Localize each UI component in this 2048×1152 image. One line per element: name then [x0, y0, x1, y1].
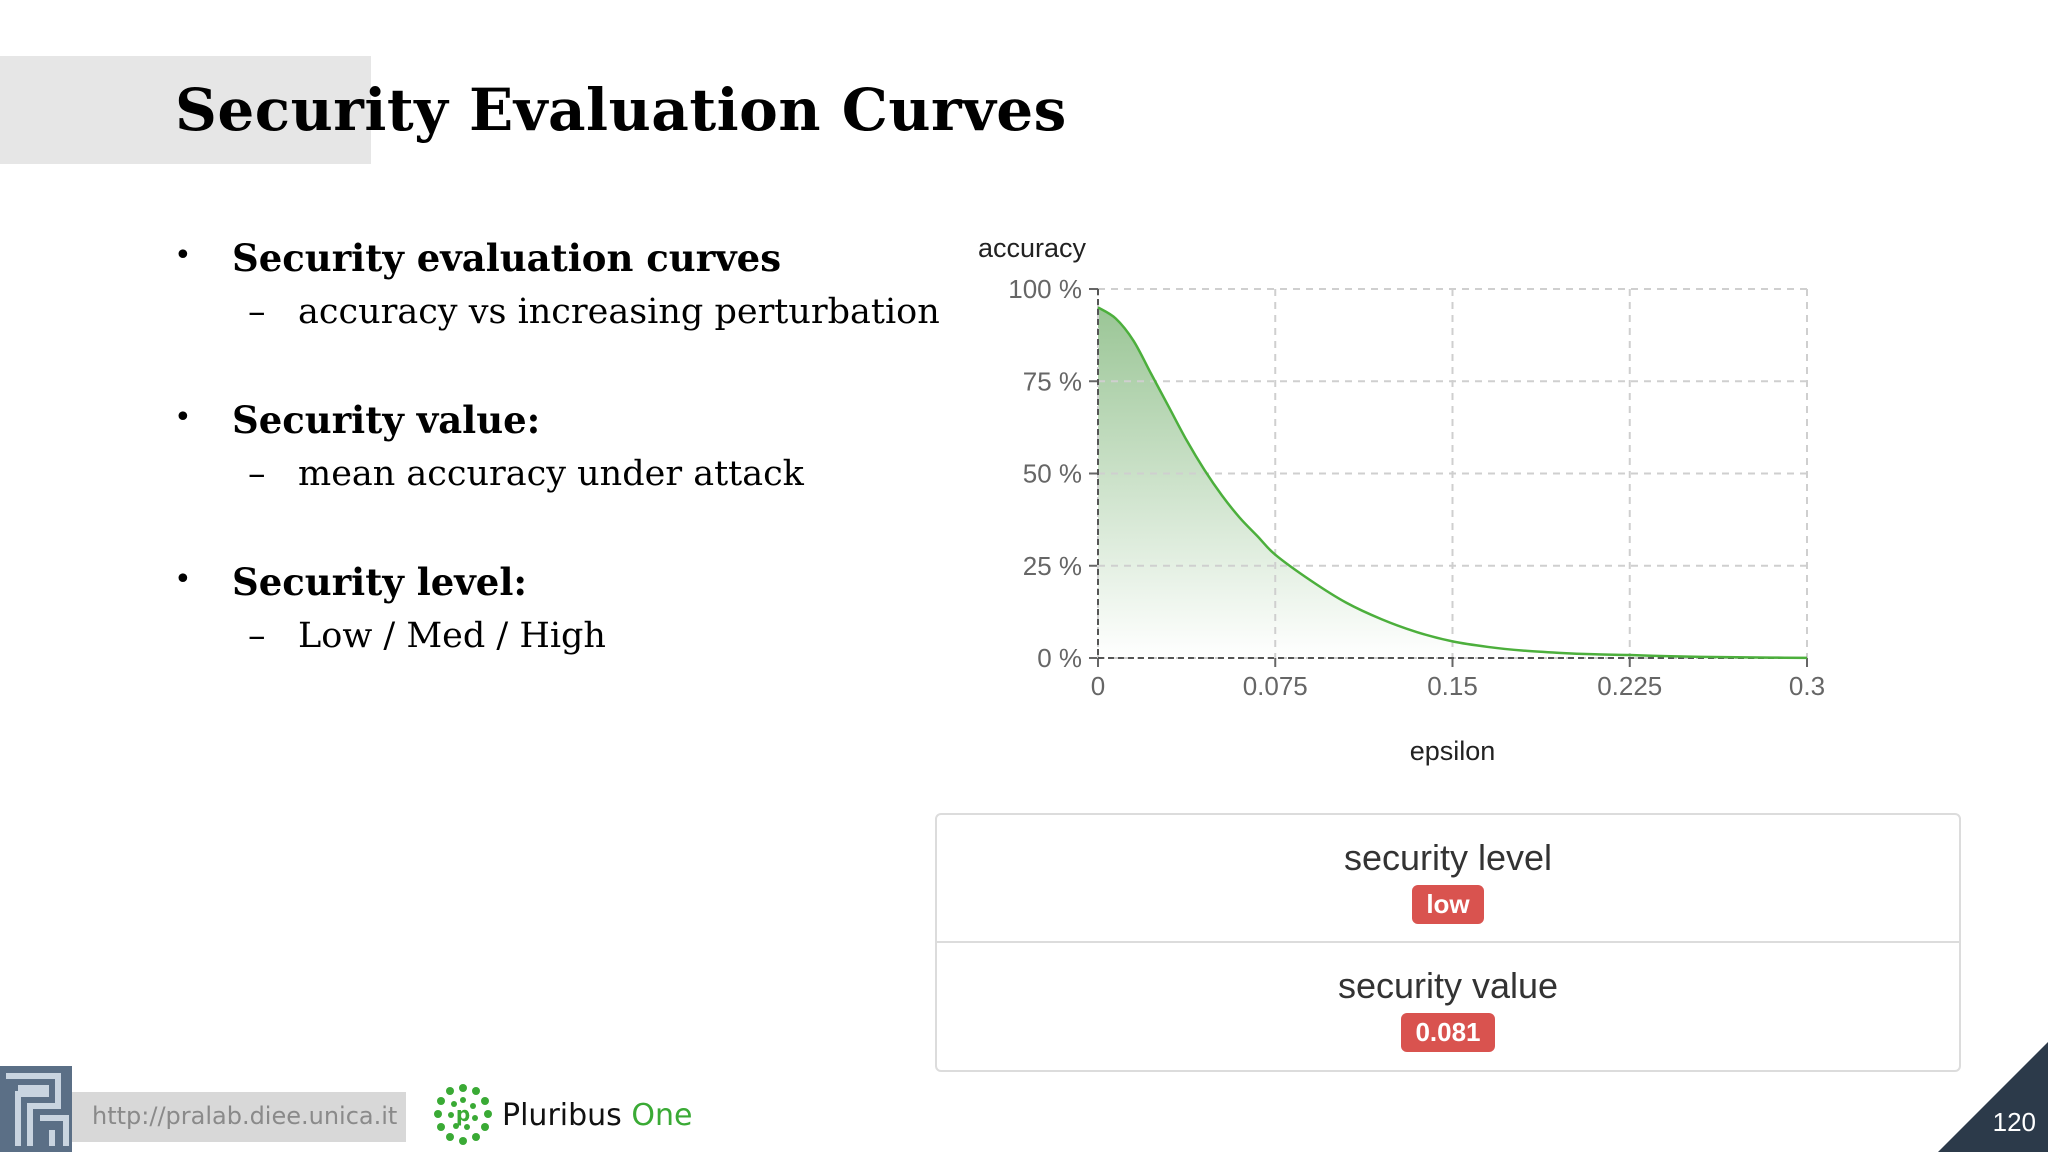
pralab-logo [0, 1066, 72, 1152]
brand-name: Pluribus [502, 1098, 622, 1133]
sub-text: mean accuracy under attack [298, 454, 804, 494]
bullet-marker: • [174, 562, 192, 597]
security-panel: security level low security value 0.081 [935, 813, 1961, 1072]
sub-item: – accuracy vs increasing perturbation [170, 284, 950, 340]
bullet-label: Security evaluation curves [232, 236, 782, 280]
pluribus-one-brand: Pluribus One [502, 1098, 692, 1133]
security-level-label: security level [1343, 837, 1553, 878]
footer-url: http://pralab.diee.unica.it [92, 1102, 398, 1130]
bullet-label: Security level: [232, 560, 528, 604]
x-tick-label: 0 [1091, 671, 1105, 701]
accuracy-series-line [1097, 306, 1808, 660]
sub-marker: – [248, 292, 266, 332]
security-level-row: security level low [937, 815, 1959, 943]
bullet-label: Security value: [232, 398, 541, 442]
security-level-badge: low [1412, 885, 1484, 924]
slide-title: Security Evaluation Curves [175, 76, 1067, 144]
bullet-item: • Security value: – mean accuracy under a… [170, 394, 950, 502]
accuracy-area-fill [1098, 307, 1807, 658]
sub-marker: – [248, 454, 266, 494]
bullet-item: • Security evaluation curves – accuracy v… [170, 232, 950, 340]
sub-text: accuracy vs increasing perturbation [298, 292, 940, 332]
sub-text: Low / Med / High [298, 616, 606, 656]
x-tick-label: 0.075 [1243, 671, 1308, 701]
page-corner [1938, 1042, 2048, 1152]
accuracy-chart: 0 % 25 % 50 % 75 % 100 % 0 0.075 0.15 0.225 0.3 ac… [950, 220, 1870, 780]
bullet-list: • Security evaluation curves – accuracy v… [170, 232, 950, 718]
y-tick-label: 75 % [1023, 366, 1082, 396]
x-tick-label: 0.3 [1789, 671, 1825, 701]
y-tick-label: 25 % [1023, 551, 1082, 581]
title-band [0, 56, 371, 164]
brand-name-accent: One [631, 1098, 693, 1133]
y-tick-label: 0 % [1037, 643, 1082, 673]
bullet-marker: • [174, 400, 192, 435]
x-tick-label: 0.225 [1597, 671, 1662, 701]
y-tick-label: 50 % [1023, 459, 1082, 489]
sub-item: – mean accuracy under attack [170, 446, 950, 502]
bullet-marker: • [174, 238, 192, 273]
footer-url-band [72, 1092, 406, 1142]
pluribus-one-logo-icon: p [434, 1084, 492, 1145]
bullet-item: • Security level: – Low / Med / High [170, 556, 950, 664]
security-value-label: security value [1337, 965, 1559, 1006]
chart-svg: 0 % 25 % 50 % 75 % 100 % 0 0.075 0.15 0.225 0.3 ac… [978, 233, 1825, 766]
sub-marker: – [248, 616, 266, 656]
x-axis-label: epsilon [1410, 736, 1496, 766]
page-number: 120 [1992, 1107, 2036, 1137]
security-value-badge: 0.081 [1401, 1013, 1495, 1052]
y-tick-label: 100 % [1008, 274, 1082, 304]
security-value-row: security value 0.081 [937, 943, 1959, 1072]
x-tick-label: 0.15 [1427, 671, 1478, 701]
svg-text:p: p [456, 1102, 470, 1126]
sub-item: – Low / Med / High [170, 608, 950, 664]
y-axis-label: accuracy [978, 233, 1087, 263]
